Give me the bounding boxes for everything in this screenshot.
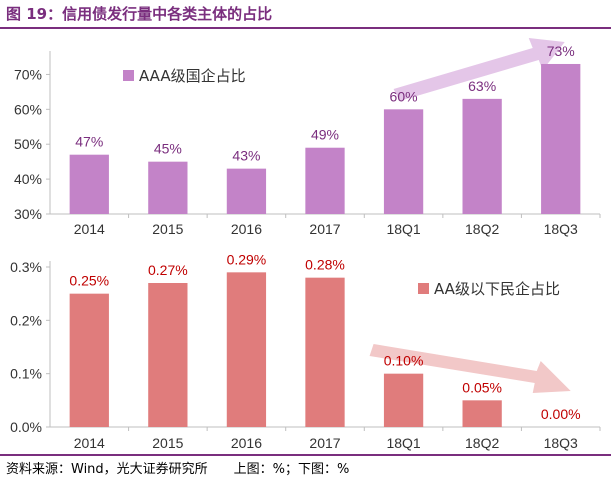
chart2-y-tick-label: 0.0% <box>10 419 42 435</box>
chart1-bar-2015 <box>148 161 188 214</box>
chart2-bar-2017 <box>305 277 345 427</box>
chart1-y-tick-label: 70% <box>14 66 42 82</box>
footer: 资料来源：Wind，光大证券研究所 上图：%；下图：% <box>6 458 349 477</box>
chart2-bar-2016 <box>226 272 267 427</box>
chart-aaa-soe-share: 30% 40% 50% 60% 70% 47% 2014 45% 2015 43% 2016 49% 2… <box>14 38 601 237</box>
chart2-x-tick-label: 2015 <box>152 435 183 451</box>
chart1-y-tick-label: 40% <box>14 171 42 187</box>
chart2-bar-18Q2 <box>462 400 502 427</box>
chart2-data-label: 0.25% <box>69 273 109 289</box>
chart2-x-tick-label: 2014 <box>74 435 105 451</box>
chart1-data-label: 45% <box>154 141 182 157</box>
chart1-bar-18Q3 <box>541 63 581 214</box>
chart1-x-tick-label: 2014 <box>74 221 105 237</box>
chart1-y-tick-label: 30% <box>14 206 42 222</box>
chart1-legend-swatch <box>123 70 134 81</box>
chart2-data-label: 0.29% <box>227 251 267 267</box>
chart2-bar-2014 <box>69 293 109 427</box>
chart2-x-tick-label: 18Q3 <box>544 435 578 451</box>
chart2-data-label: 0.28% <box>305 257 345 273</box>
figure-title: 图 19：信用债发行量中各类主体的占比 <box>6 5 273 23</box>
chart1-bar-18Q2 <box>462 98 502 214</box>
chart1-bar-2016 <box>226 168 267 214</box>
chart2-legend-label: AA级以下民企占比 <box>434 280 560 298</box>
footer-rule <box>0 454 611 456</box>
chart2-x-tick-label: 18Q1 <box>386 435 420 451</box>
chart2-x-tick-label: 2017 <box>309 435 340 451</box>
chart1-x-tick-label: 18Q3 <box>544 221 578 237</box>
chart1-trend-arrow <box>393 38 565 101</box>
chart2-bar-2015 <box>148 283 188 427</box>
chart1-data-label: 43% <box>232 148 260 164</box>
chart1-x-tick-label: 2016 <box>231 221 262 237</box>
chart2-y-tick-label: 0.2% <box>10 312 42 328</box>
chart1-data-label: 47% <box>75 134 103 150</box>
chart-aa-private-share: 0.0% 0.1% 0.2% 0.3% 0.25% 2014 0.27% 2015 0.29% 2… <box>10 251 601 451</box>
chart2-data-label: 0.05% <box>462 379 502 395</box>
chart2-legend-swatch <box>418 283 429 294</box>
chart2-trend-arrow <box>369 344 571 393</box>
chart2-y-tick-label: 0.3% <box>10 259 42 275</box>
chart1-legend-label: AAA级国企占比 <box>139 67 246 85</box>
chart1-bar-2017 <box>305 147 345 214</box>
chart1-data-label: 49% <box>311 127 339 143</box>
chart1-bar-18Q1 <box>383 109 424 214</box>
chart2-data-label: 0.00% <box>541 406 581 422</box>
chart2-x-tick-label: 18Q2 <box>465 435 499 451</box>
chart1-x-tick-label: 2017 <box>309 221 340 237</box>
chart1-data-label: 60% <box>390 88 418 104</box>
unit-note: 上图：%；下图：% <box>233 462 350 477</box>
chart1-x-tick-label: 2015 <box>152 221 183 237</box>
chart1-bar-2014 <box>69 154 109 214</box>
chart1-x-tick-label: 18Q2 <box>465 221 499 237</box>
chart1-data-label: 63% <box>468 78 496 94</box>
chart2-y-tick-label: 0.1% <box>10 366 42 382</box>
chart1-y-tick-label: 50% <box>14 136 42 152</box>
chart2-data-label: 0.27% <box>148 262 188 278</box>
source-text: 资料来源：Wind，光大证券研究所 <box>6 462 208 477</box>
chart2-bar-18Q1 <box>383 373 424 427</box>
chart2-x-tick-label: 2016 <box>231 435 262 451</box>
title-rule <box>0 27 611 29</box>
chart1-x-tick-label: 18Q1 <box>386 221 420 237</box>
chart2-data-label: 0.10% <box>384 353 424 369</box>
chart1-y-tick-label: 60% <box>14 101 42 117</box>
chart1-data-label: 73% <box>547 43 575 59</box>
